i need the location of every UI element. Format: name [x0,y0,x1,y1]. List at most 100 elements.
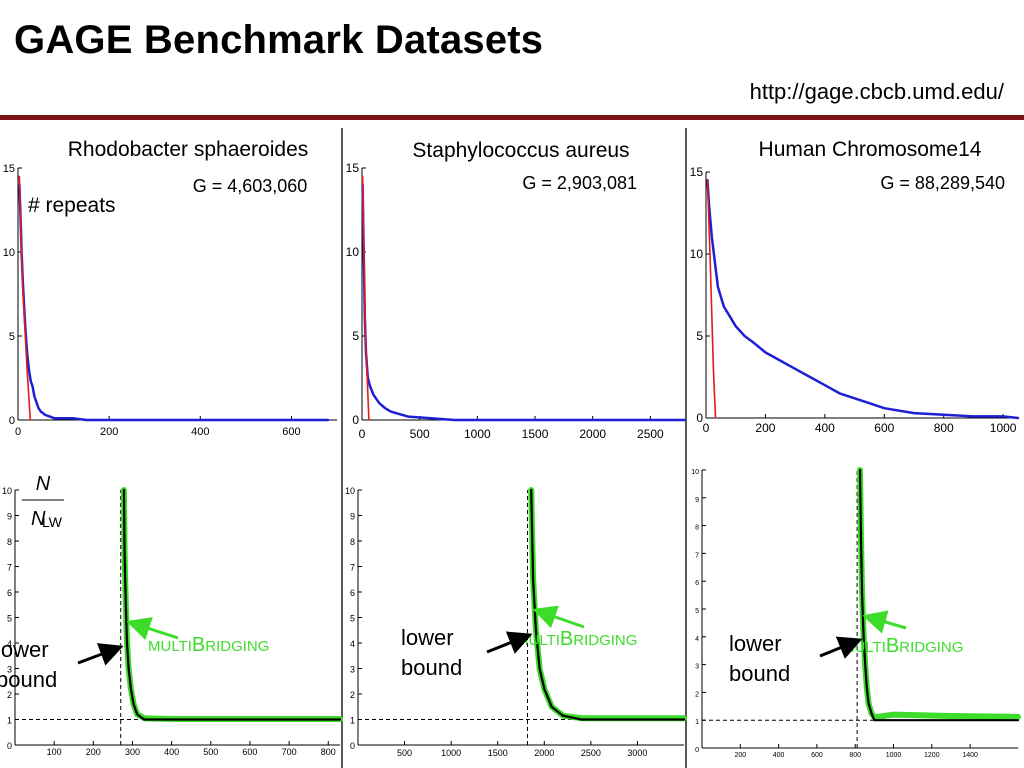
multibridging-part: B [886,635,899,657]
x-tick-label: 0 [359,427,366,441]
multibridging-part: B [560,628,573,650]
annotations: # repeatsNNLWlowerboundlowerboundlowerbo… [0,194,963,692]
y-tick-label: 0 [695,747,699,754]
x-tick-label: 800 [321,747,336,757]
x-tick-label: 2500 [637,427,664,441]
y-tick-label: 6 [350,588,355,598]
x-tick-label: 700 [282,747,297,757]
series-red [18,175,32,421]
lower-bound-arrow [77,643,124,666]
multibridging-arrow [532,605,585,629]
lower-bound-text: bound [401,655,462,680]
x-tick-label: 1000 [441,748,461,758]
y-tick-label: 8 [350,537,355,547]
series-blue [706,178,1020,420]
y-tick-label: 1 [350,716,355,726]
chart-title: Human Chromosome14 [759,138,982,161]
multibridging-part: B [192,634,205,656]
y-tick-label: 8 [695,525,699,532]
source-url[interactable]: http://gage.cbcb.umd.edu/ [749,79,1004,104]
chart-3: 0 5 10 15 0 200 400 600 800 1000 Human Chromosome1… [690,138,1020,435]
genome-size-label: G = 4,603,060 [193,176,308,196]
x-tick-label: 800 [849,752,861,759]
lower-bound-text: bound [729,661,790,686]
y-tick-label: 0 [350,741,355,751]
y-tick-label: 3 [7,665,12,675]
lower-bound-label-1: lower bound [0,637,57,692]
repeats-label: # repeats [28,194,116,217]
x-tick-label: 400 [815,421,835,435]
x-tick-label: 500 [397,748,412,758]
x-tick-label: 600 [874,421,894,435]
chart-4: 0 1 2 3 4 5 6 7 8 9 10 100 200 300 400 500 600 700 800 [2,486,343,757]
multibridging-part: RIDGING [899,639,963,656]
chart-1: 0 5 10 15 0 200 400 600 Rhodobacter sphaeroides G… [3,138,337,438]
y-tick-label: 10 [690,247,704,261]
multibridging-label-3: MULTIBRIDGING [842,635,963,657]
x-tick-label: 1200 [924,752,940,759]
series-green [857,467,1021,721]
x-tick-label: 1500 [522,427,549,441]
lower-bound-text: lower [729,631,782,656]
series-green [120,487,343,722]
series-black [858,468,1020,722]
x-tick-label: 1000 [886,752,902,759]
x-tick-label: 500 [410,427,430,441]
y-tick-label: 9 [695,497,699,504]
series-red [361,175,370,421]
lower-bound-arrow [819,636,863,659]
page-title: GAGE Benchmark Datasets [14,18,544,62]
ratio-numerator: N [36,473,51,495]
x-tick-label: 200 [734,752,746,759]
series-blue [361,183,687,422]
chart-5: 0 1 2 3 4 5 6 7 8 9 10 500 1000 1500 2000 2500 3000 [345,486,687,758]
multibridging-label-2: MULTIBRIDGING [516,628,637,650]
y-tick-label: 3 [350,665,355,675]
lower-bound-text: lower [0,637,49,662]
x-tick-label: 600 [811,752,823,759]
x-tick-label: 2000 [579,427,606,441]
y-tick-label: 2 [7,690,12,700]
x-tick-label: 0 [15,426,21,438]
x-tick-label: 400 [773,752,785,759]
x-tick-label: 800 [934,421,954,435]
y-tick-label: 7 [7,563,12,573]
y-tick-label: 0 [696,411,703,425]
genome-size-label: G = 2,903,081 [522,173,637,193]
multibridging-part: MULTI [148,638,192,655]
y-tick-label: 0 [9,415,15,427]
y-tick-label: 0 [7,741,12,751]
y-tick-label: 7 [695,552,699,559]
x-tick-label: 1000 [464,427,491,441]
y-tick-label: 10 [691,469,699,476]
x-tick-label: 200 [100,426,118,438]
multibridging-part: MULTI [516,632,560,649]
x-tick-label: 1500 [488,748,508,758]
multibridging-arrow [862,610,907,634]
y-tick-label: 5 [695,608,699,615]
series-red [706,179,717,419]
x-tick-label: 500 [203,747,218,757]
x-tick-label: 1400 [962,752,978,759]
chart-title: Rhodobacter sphaeroides [68,138,309,161]
series-green [528,487,687,722]
multibridging-arrow [126,617,179,640]
y-tick-label: 10 [345,486,355,496]
lower-bound-text: bound [0,667,57,692]
lower-bound-arrow [486,631,533,654]
x-tick-label: 1000 [990,421,1017,435]
series-blue [18,183,330,422]
x-tick-label: 600 [282,426,300,438]
x-tick-label: 600 [242,747,257,757]
y-tick-label: 1 [7,716,12,726]
y-tick-label: 5 [350,614,355,624]
y-tick-label: 10 [3,247,15,259]
series-black [530,488,686,721]
y-tick-label: 2 [350,690,355,700]
y-tick-label: 9 [7,512,12,522]
x-tick-label: 3000 [627,748,647,758]
series-black [122,488,342,721]
y-tick-label: 8 [7,537,12,547]
x-tick-label: 300 [125,747,140,757]
